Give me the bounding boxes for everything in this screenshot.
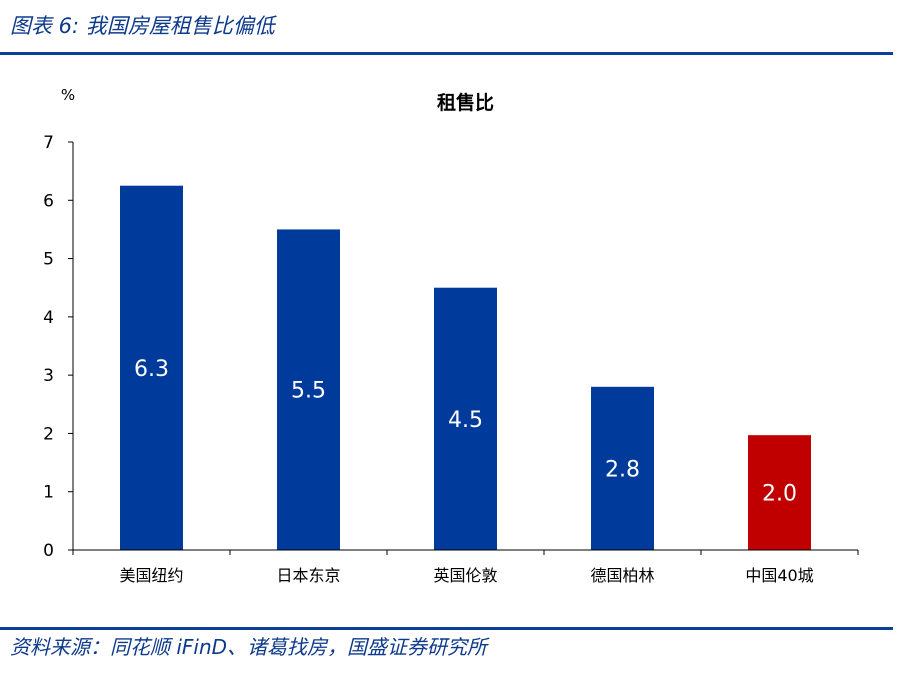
bar-chart: 租售比 % 6.3 5.5 4.5 2.8 2.0 0 1 2 3 4 5 6 7 美国纽约 日本东京 英国… <box>43 86 859 585</box>
bar-data-label: 6.3 <box>134 357 169 382</box>
x-category-label: 英国伦敦 <box>433 566 497 585</box>
bar <box>277 229 340 550</box>
bar <box>434 287 497 550</box>
bar <box>748 435 811 550</box>
y-tick-label: 4 <box>43 308 54 328</box>
bar-data-label: 2.0 <box>762 482 797 507</box>
bar-data-label: 4.5 <box>448 408 483 433</box>
source-note: 资料来源：同花顺 iFinD、诸葛找房，国盛证券研究所 <box>10 635 488 659</box>
x-category-label: 美国纽约 <box>119 566 183 585</box>
y-tick-label: 5 <box>43 250 54 270</box>
bar <box>591 386 654 550</box>
y-tick-label: 1 <box>43 483 54 503</box>
y-axis-unit-label: % <box>61 86 75 104</box>
y-tick-label: 2 <box>43 424 54 444</box>
top-divider <box>0 52 893 55</box>
x-category-label: 德国柏林 <box>590 566 654 585</box>
x-category-label: 中国40城 <box>745 566 813 585</box>
bars-group: 6.3 5.5 4.5 2.8 2.0 <box>120 185 811 550</box>
chart-title: 租售比 <box>437 91 494 114</box>
bar-data-label: 5.5 <box>291 379 326 404</box>
y-tick-label: 0 <box>43 541 54 561</box>
figure-title: 图表 6: 我国房屋租售比偏低 <box>10 14 275 38</box>
y-tick-label: 3 <box>43 366 54 386</box>
x-category-label: 日本东京 <box>276 566 340 585</box>
y-tick-label: 7 <box>43 133 54 153</box>
bar-data-label: 2.8 <box>605 457 640 482</box>
bottom-divider <box>0 627 893 630</box>
bar <box>120 185 183 550</box>
axes-group: 0 1 2 3 4 5 6 7 美国纽约 日本东京 英国伦敦 德国柏林 中国40城 <box>43 133 859 585</box>
y-tick-label: 6 <box>43 191 54 211</box>
